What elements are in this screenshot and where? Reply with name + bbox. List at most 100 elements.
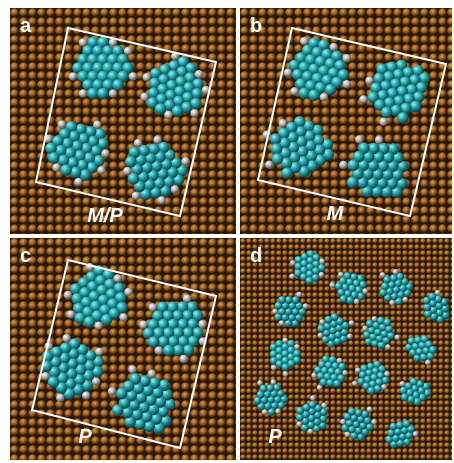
hydrogen-atom bbox=[74, 178, 83, 187]
panel: bM bbox=[240, 8, 452, 234]
carbon-atom bbox=[112, 405, 124, 417]
hydrogen-atom bbox=[149, 303, 158, 312]
carbon-atom bbox=[270, 133, 282, 145]
carbon-atom bbox=[320, 378, 328, 386]
hydrogen-atom bbox=[290, 260, 296, 266]
hydrogen-atom bbox=[329, 282, 335, 288]
hydrogen-atom bbox=[399, 381, 405, 387]
carbon-atom bbox=[348, 159, 360, 171]
carbon-atom bbox=[84, 316, 96, 328]
hydrogen-atom bbox=[355, 368, 361, 374]
hydrogen-atom bbox=[289, 274, 295, 280]
hydrogen-atom bbox=[367, 406, 373, 412]
carbon-atom bbox=[379, 289, 387, 297]
panel-caption: M bbox=[327, 203, 345, 225]
carbon-atom bbox=[400, 387, 408, 395]
hydrogen-atom bbox=[308, 429, 314, 435]
hydrogen-atom bbox=[129, 72, 138, 81]
carbon-atom bbox=[278, 296, 286, 304]
hydrogen-atom bbox=[79, 38, 88, 47]
hydrogen-atom bbox=[257, 380, 263, 386]
carbon-atom bbox=[155, 103, 167, 115]
carbon-atom bbox=[293, 356, 301, 364]
carbon-atom bbox=[293, 350, 301, 358]
hydrogen-atom bbox=[181, 157, 190, 166]
hydrogen-atom bbox=[95, 348, 104, 357]
hydrogen-atom bbox=[279, 320, 285, 326]
carbon-atom bbox=[172, 105, 184, 117]
carbon-atom bbox=[383, 319, 391, 327]
hydrogen-atom bbox=[338, 272, 344, 278]
hydrogen-atom bbox=[319, 272, 325, 278]
carbon-atom bbox=[333, 380, 341, 388]
hydrogen-atom bbox=[318, 333, 324, 339]
hydrogen-atom bbox=[393, 269, 399, 275]
hydrogen-atom bbox=[395, 335, 401, 341]
carbon-atom bbox=[301, 424, 309, 432]
carbon-atom bbox=[183, 345, 195, 357]
panel-label: d bbox=[250, 245, 262, 267]
hydrogen-atom bbox=[164, 111, 173, 120]
hydrogen-atom bbox=[296, 292, 302, 298]
hydrogen-atom bbox=[140, 93, 149, 102]
panel: cP bbox=[10, 238, 236, 460]
hydrogen-atom bbox=[283, 371, 289, 377]
hydrogen-atom bbox=[303, 303, 309, 309]
carbon-atom bbox=[101, 314, 113, 326]
hydrogen-atom bbox=[183, 294, 192, 303]
hydrogen-atom bbox=[69, 72, 78, 81]
carbon-atom bbox=[367, 387, 375, 395]
substrate bbox=[10, 238, 236, 460]
carbon-atom bbox=[326, 379, 334, 387]
hydrogen-atom bbox=[153, 136, 162, 145]
hydrogen-atom bbox=[380, 272, 386, 278]
carbon-atom bbox=[285, 296, 293, 304]
hydrogen-atom bbox=[342, 370, 348, 376]
carbon-atom bbox=[347, 177, 359, 189]
panel-caption: P bbox=[268, 426, 282, 448]
figure: aM/PbMcPdP bbox=[0, 0, 454, 463]
hydrogen-atom bbox=[190, 109, 199, 118]
hydrogen-atom bbox=[375, 136, 384, 145]
hydrogen-atom bbox=[148, 370, 157, 379]
carbon-atom bbox=[125, 156, 137, 168]
hydrogen-atom bbox=[142, 73, 151, 82]
carbon-atom bbox=[112, 79, 124, 91]
hydrogen-atom bbox=[271, 379, 277, 385]
hydrogen-atom bbox=[79, 89, 88, 98]
hydrogen-atom bbox=[62, 334, 71, 343]
hydrogen-atom bbox=[413, 431, 419, 437]
hydrogen-atom bbox=[119, 313, 128, 322]
hydrogen-atom bbox=[265, 160, 274, 169]
carbon-atom bbox=[116, 388, 128, 400]
carbon-atom bbox=[296, 413, 304, 421]
carbon-atom bbox=[401, 393, 409, 401]
carbon-atom bbox=[308, 89, 320, 101]
hydrogen-atom bbox=[155, 346, 164, 355]
hydrogen-atom bbox=[321, 403, 327, 409]
hydrogen-atom bbox=[58, 120, 67, 129]
carbon-atom bbox=[254, 397, 262, 405]
hydrogen-atom bbox=[435, 290, 441, 296]
hydrogen-atom bbox=[384, 371, 390, 377]
carbon-atom bbox=[423, 297, 431, 305]
hydrogen-atom bbox=[139, 321, 148, 330]
carbon-atom bbox=[429, 346, 437, 354]
carbon-atom bbox=[173, 345, 185, 357]
hydrogen-atom bbox=[284, 69, 293, 78]
hydrogen-atom bbox=[282, 338, 288, 344]
hydrogen-atom bbox=[317, 385, 323, 391]
carbon-atom bbox=[396, 421, 404, 429]
carbon-atom bbox=[272, 153, 284, 165]
hydrogen-atom bbox=[359, 95, 368, 104]
hydrogen-atom bbox=[114, 274, 123, 283]
carbon-atom bbox=[48, 152, 60, 164]
carbon-atom bbox=[97, 88, 109, 100]
hydrogen-atom bbox=[179, 355, 188, 364]
hydrogen-atom bbox=[132, 192, 141, 201]
hydrogen-atom bbox=[124, 47, 133, 56]
hydrogen-atom bbox=[385, 344, 391, 350]
panel-label: a bbox=[20, 15, 32, 37]
hydrogen-atom bbox=[198, 320, 207, 329]
